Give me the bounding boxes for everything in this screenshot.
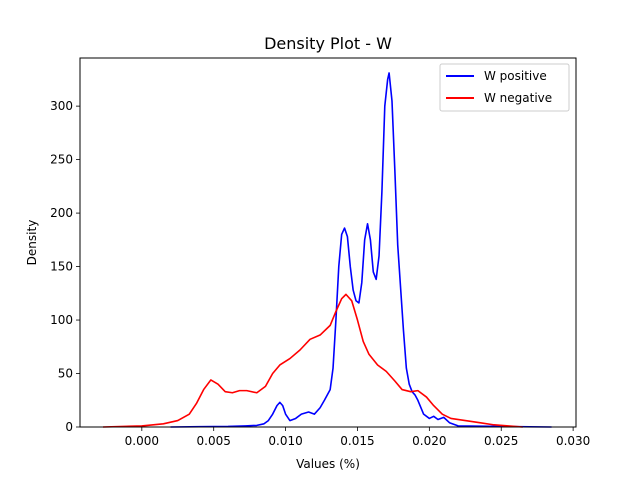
y-tick-label: 300 — [50, 99, 73, 113]
x-tick-label: 0.020 — [412, 434, 446, 448]
y-tick-label: 50 — [58, 367, 73, 381]
x-tick-label: 0.005 — [197, 434, 231, 448]
legend-label-w-negative: W negative — [484, 91, 552, 105]
y-tick-label: 0 — [65, 420, 73, 434]
x-axis-ticks: 0.000 0.005 0.010 0.015 0.020 0.025 0.030 — [125, 427, 590, 448]
series-line-w-positive — [170, 72, 552, 428]
series-line-w-negative — [102, 293, 523, 428]
y-tick-label: 100 — [50, 313, 73, 327]
y-tick-label: 150 — [50, 260, 73, 274]
x-axis-label: Values (%) — [296, 457, 360, 471]
y-axis-label: Density — [25, 220, 39, 266]
y-tick-label: 250 — [50, 153, 73, 167]
y-tick-label: 200 — [50, 206, 73, 220]
x-tick-label: 0.015 — [340, 434, 374, 448]
x-tick-label: 0.030 — [556, 434, 590, 448]
legend: W positive W negative — [439, 63, 570, 112]
chart-title: Density Plot - W — [264, 34, 392, 53]
plot-lines — [102, 72, 552, 428]
x-tick-label: 0.025 — [484, 434, 518, 448]
y-axis-ticks: 0 50 100 150 200 250 300 — [50, 99, 80, 434]
axes-frame — [79, 57, 577, 428]
x-tick-label: 0.000 — [125, 434, 159, 448]
legend-label-w-positive: W positive — [484, 69, 547, 83]
x-tick-label: 0.010 — [268, 434, 302, 448]
